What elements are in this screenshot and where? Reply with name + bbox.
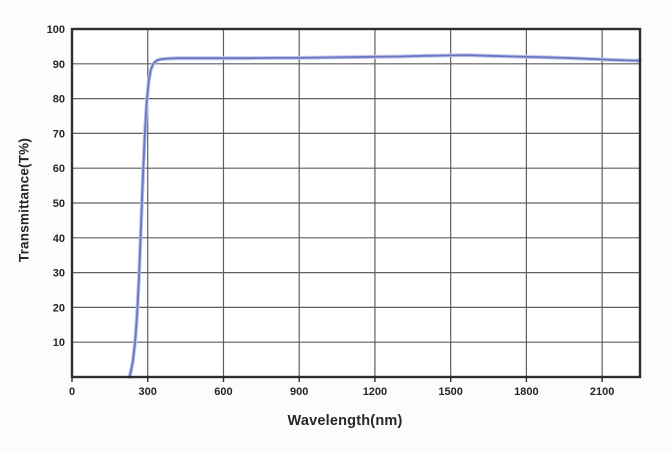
y-tick-label: 30 <box>53 268 65 280</box>
y-tick-label: 70 <box>53 128 65 140</box>
x-tick-label: 2100 <box>590 386 614 398</box>
y-tick-label: 40 <box>53 233 65 245</box>
y-tick-label: 60 <box>53 163 65 175</box>
x-tick-label: 1500 <box>438 386 462 398</box>
transmittance-curve <box>128 54 641 378</box>
plot-border <box>70 27 642 379</box>
x-tick-label: 0 <box>69 386 75 398</box>
y-tick-label: 100 <box>47 24 65 36</box>
y-tick-label: 20 <box>53 302 65 314</box>
x-tick-label: 1200 <box>363 386 387 398</box>
x-tick-label: 300 <box>139 386 157 398</box>
y-tick-label: 50 <box>53 198 65 210</box>
x-tick-label: 900 <box>290 386 308 398</box>
y-tick-label: 10 <box>53 337 65 349</box>
y-axis-title: Transmittance(T%) <box>16 137 32 263</box>
x-tick-label: 600 <box>214 386 232 398</box>
y-tick-label: 80 <box>53 94 65 106</box>
y-tick-label: 90 <box>53 59 65 71</box>
x-axis-title: Wavelength(nm) <box>287 413 403 429</box>
x-tick-label: 1800 <box>514 386 538 398</box>
